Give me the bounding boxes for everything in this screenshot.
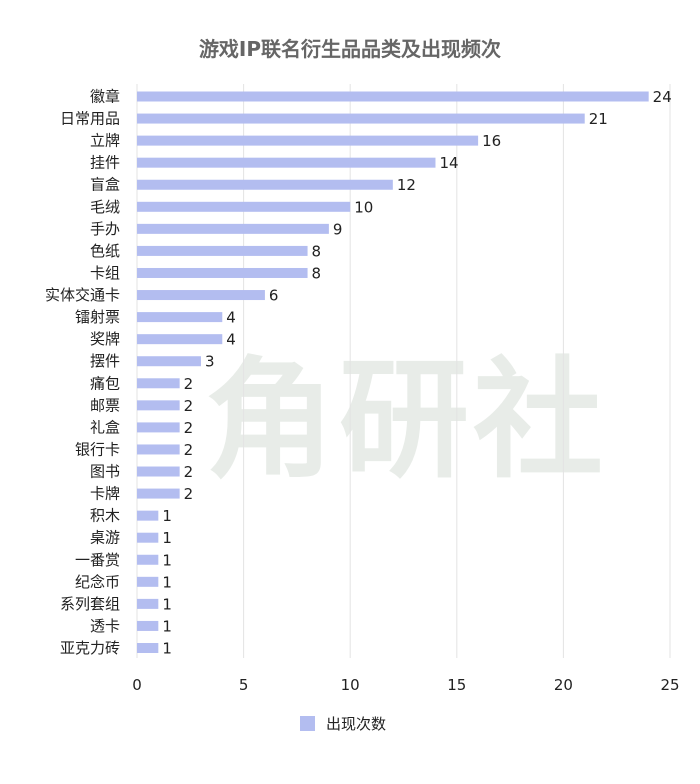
bar-一番赏 [137, 554, 159, 565]
value-label: 2 [184, 441, 194, 459]
bar-桌游 [137, 532, 159, 543]
bar-亚克力砖 [137, 643, 159, 653]
bar-日常用品 [137, 113, 585, 124]
value-label: 14 [439, 154, 458, 172]
category-label: 银行卡 [75, 440, 120, 458]
bar-镭射票 [137, 312, 223, 323]
value-label: 12 [397, 176, 416, 194]
value-label: 9 [333, 220, 343, 238]
category-label: 卡组 [90, 264, 120, 282]
x-tick-label: 15 [447, 676, 466, 694]
category-label: 实体交通卡 [45, 286, 120, 304]
category-label: 立牌 [90, 132, 120, 150]
category-label: 卡牌 [90, 485, 120, 503]
category-label: 积木 [90, 507, 120, 525]
category-label: 透卡 [90, 617, 120, 635]
x-tick-label: 5 [239, 676, 249, 694]
value-label: 1 [162, 617, 172, 635]
value-label: 24 [653, 88, 672, 106]
legend-label: 出现次数 [326, 715, 386, 733]
category-label: 痛包 [90, 374, 120, 392]
bar-图书 [137, 466, 180, 477]
bar-积木 [137, 510, 159, 521]
value-label: 21 [589, 110, 608, 128]
category-label: 镭射票 [75, 308, 120, 326]
category-label: 挂件 [90, 154, 120, 172]
bar-卡组 [137, 267, 308, 278]
bar-盲盒 [137, 179, 393, 190]
value-label: 3 [205, 353, 215, 371]
legend-swatch [300, 716, 315, 731]
watermark: 角研社 [205, 344, 608, 496]
bar-挂件 [137, 157, 436, 168]
value-label: 1 [162, 507, 172, 525]
category-label: 图书 [90, 463, 120, 481]
category-label: 盲盒 [90, 176, 120, 194]
bar-立牌 [137, 135, 479, 146]
value-label: 8 [312, 264, 322, 282]
category-label: 奖牌 [90, 330, 120, 348]
bar-奖牌 [137, 334, 223, 345]
value-label: 6 [269, 287, 279, 305]
bar-色纸 [137, 245, 308, 256]
category-label: 徽章 [90, 88, 120, 106]
bar-摆件 [137, 356, 201, 367]
value-label: 4 [226, 309, 236, 327]
value-label: 8 [312, 242, 322, 260]
category-label: 毛绒 [90, 198, 120, 216]
value-label: 1 [162, 529, 172, 547]
bar-徽章 [137, 91, 649, 102]
category-label: 一番赏 [75, 551, 120, 569]
value-label: 4 [226, 331, 236, 349]
bar-邮票 [137, 400, 180, 411]
category-label: 纪念币 [75, 573, 120, 591]
value-label: 1 [162, 595, 172, 613]
category-label: 亚克力砖 [60, 639, 120, 657]
bar-银行卡 [137, 444, 180, 455]
category-label: 手办 [90, 220, 120, 238]
value-label: 1 [162, 640, 172, 658]
x-tick-label: 20 [554, 676, 573, 694]
bar-实体交通卡 [137, 290, 265, 301]
bar-礼盒 [137, 422, 180, 433]
x-tick-label: 25 [660, 676, 679, 694]
value-label: 16 [482, 132, 501, 150]
bar-系列套组 [137, 598, 159, 609]
x-tick-label: 10 [341, 676, 360, 694]
value-label: 2 [184, 419, 194, 437]
value-label: 1 [162, 573, 172, 591]
chart-title: 游戏IP联名衍生品品类及出现频次 [199, 37, 501, 61]
value-label: 2 [184, 375, 194, 393]
bar-纪念币 [137, 576, 159, 587]
category-label: 日常用品 [60, 110, 120, 128]
category-label: 桌游 [90, 529, 120, 547]
x-tick-label: 0 [132, 676, 142, 694]
category-label: 邮票 [90, 396, 120, 414]
value-label: 1 [162, 551, 172, 569]
bar-毛绒 [137, 201, 351, 212]
category-label: 礼盒 [90, 418, 120, 436]
category-label: 摆件 [90, 352, 120, 370]
bar-手办 [137, 223, 329, 234]
category-label: 色纸 [90, 242, 120, 260]
value-label: 2 [184, 463, 194, 481]
value-label: 2 [184, 485, 194, 503]
bar-卡牌 [137, 488, 180, 499]
category-label: 系列套组 [60, 595, 120, 613]
value-label: 2 [184, 397, 194, 415]
bar-透卡 [137, 620, 159, 631]
value-label: 10 [354, 198, 373, 216]
bar-痛包 [137, 378, 180, 389]
